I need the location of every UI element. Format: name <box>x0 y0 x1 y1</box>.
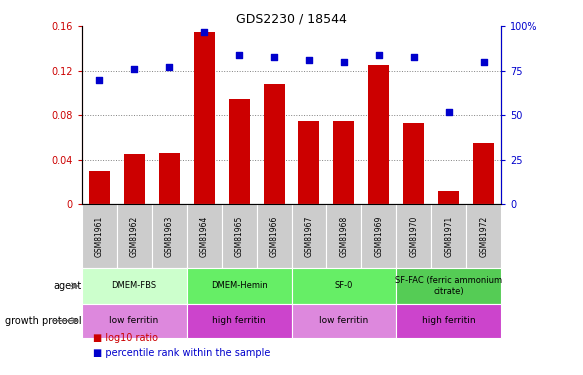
Bar <box>431 204 466 268</box>
Bar <box>187 304 292 338</box>
Text: GSM81969: GSM81969 <box>374 216 384 257</box>
Point <box>94 77 104 83</box>
Bar <box>194 32 215 204</box>
Bar <box>229 99 250 204</box>
Point <box>374 52 384 58</box>
Bar <box>82 204 117 268</box>
Bar <box>438 191 459 204</box>
Text: GSM81972: GSM81972 <box>479 216 489 257</box>
Bar <box>326 204 361 268</box>
Bar <box>257 204 292 268</box>
Text: GSM81964: GSM81964 <box>199 216 209 257</box>
Bar <box>152 204 187 268</box>
Text: SF-0: SF-0 <box>335 281 353 290</box>
Bar <box>117 204 152 268</box>
Bar <box>292 204 326 268</box>
Bar <box>292 304 396 338</box>
Point <box>269 54 279 60</box>
Bar <box>187 204 222 268</box>
Point <box>444 109 454 115</box>
Text: low ferritin: low ferritin <box>110 316 159 325</box>
Bar <box>187 268 292 304</box>
Text: GSM81962: GSM81962 <box>129 216 139 257</box>
Text: high ferritin: high ferritin <box>212 316 266 325</box>
Title: GDS2230 / 18544: GDS2230 / 18544 <box>236 12 347 25</box>
Bar <box>361 204 396 268</box>
Point <box>409 54 419 60</box>
Bar <box>473 143 494 204</box>
Text: ■ percentile rank within the sample: ■ percentile rank within the sample <box>93 348 271 358</box>
Bar <box>298 121 319 204</box>
Point <box>339 59 349 65</box>
Text: GSM81966: GSM81966 <box>269 216 279 257</box>
Text: low ferritin: low ferritin <box>319 316 368 325</box>
Text: GSM81963: GSM81963 <box>164 216 174 257</box>
Bar <box>396 268 501 304</box>
Bar <box>159 153 180 204</box>
Point <box>304 57 314 63</box>
Text: GSM81970: GSM81970 <box>409 216 419 257</box>
Text: growth protocol: growth protocol <box>5 316 82 326</box>
Text: agent: agent <box>54 281 82 291</box>
Bar <box>396 204 431 268</box>
Bar <box>264 84 285 204</box>
Bar <box>292 268 396 304</box>
Text: high ferritin: high ferritin <box>422 316 476 325</box>
Bar <box>333 121 354 204</box>
Point <box>129 66 139 72</box>
Text: GSM81965: GSM81965 <box>234 216 244 257</box>
Point <box>479 59 489 65</box>
Bar <box>396 304 501 338</box>
Point <box>234 52 244 58</box>
Text: GSM81968: GSM81968 <box>339 216 349 257</box>
Text: SF-FAC (ferric ammonium
citrate): SF-FAC (ferric ammonium citrate) <box>395 276 503 296</box>
Bar <box>368 65 389 204</box>
Point <box>199 28 209 34</box>
Text: GSM81971: GSM81971 <box>444 216 454 257</box>
Text: GSM81961: GSM81961 <box>94 216 104 257</box>
Point <box>164 64 174 70</box>
Bar <box>403 123 424 204</box>
Bar <box>222 204 257 268</box>
Bar <box>82 268 187 304</box>
Text: DMEM-FBS: DMEM-FBS <box>111 281 157 290</box>
Text: ■ log10 ratio: ■ log10 ratio <box>93 333 158 343</box>
Bar <box>89 171 110 204</box>
Text: DMEM-Hemin: DMEM-Hemin <box>210 281 268 290</box>
Bar <box>124 154 145 204</box>
Bar <box>82 304 187 338</box>
Bar <box>466 204 501 268</box>
Text: GSM81967: GSM81967 <box>304 216 314 257</box>
